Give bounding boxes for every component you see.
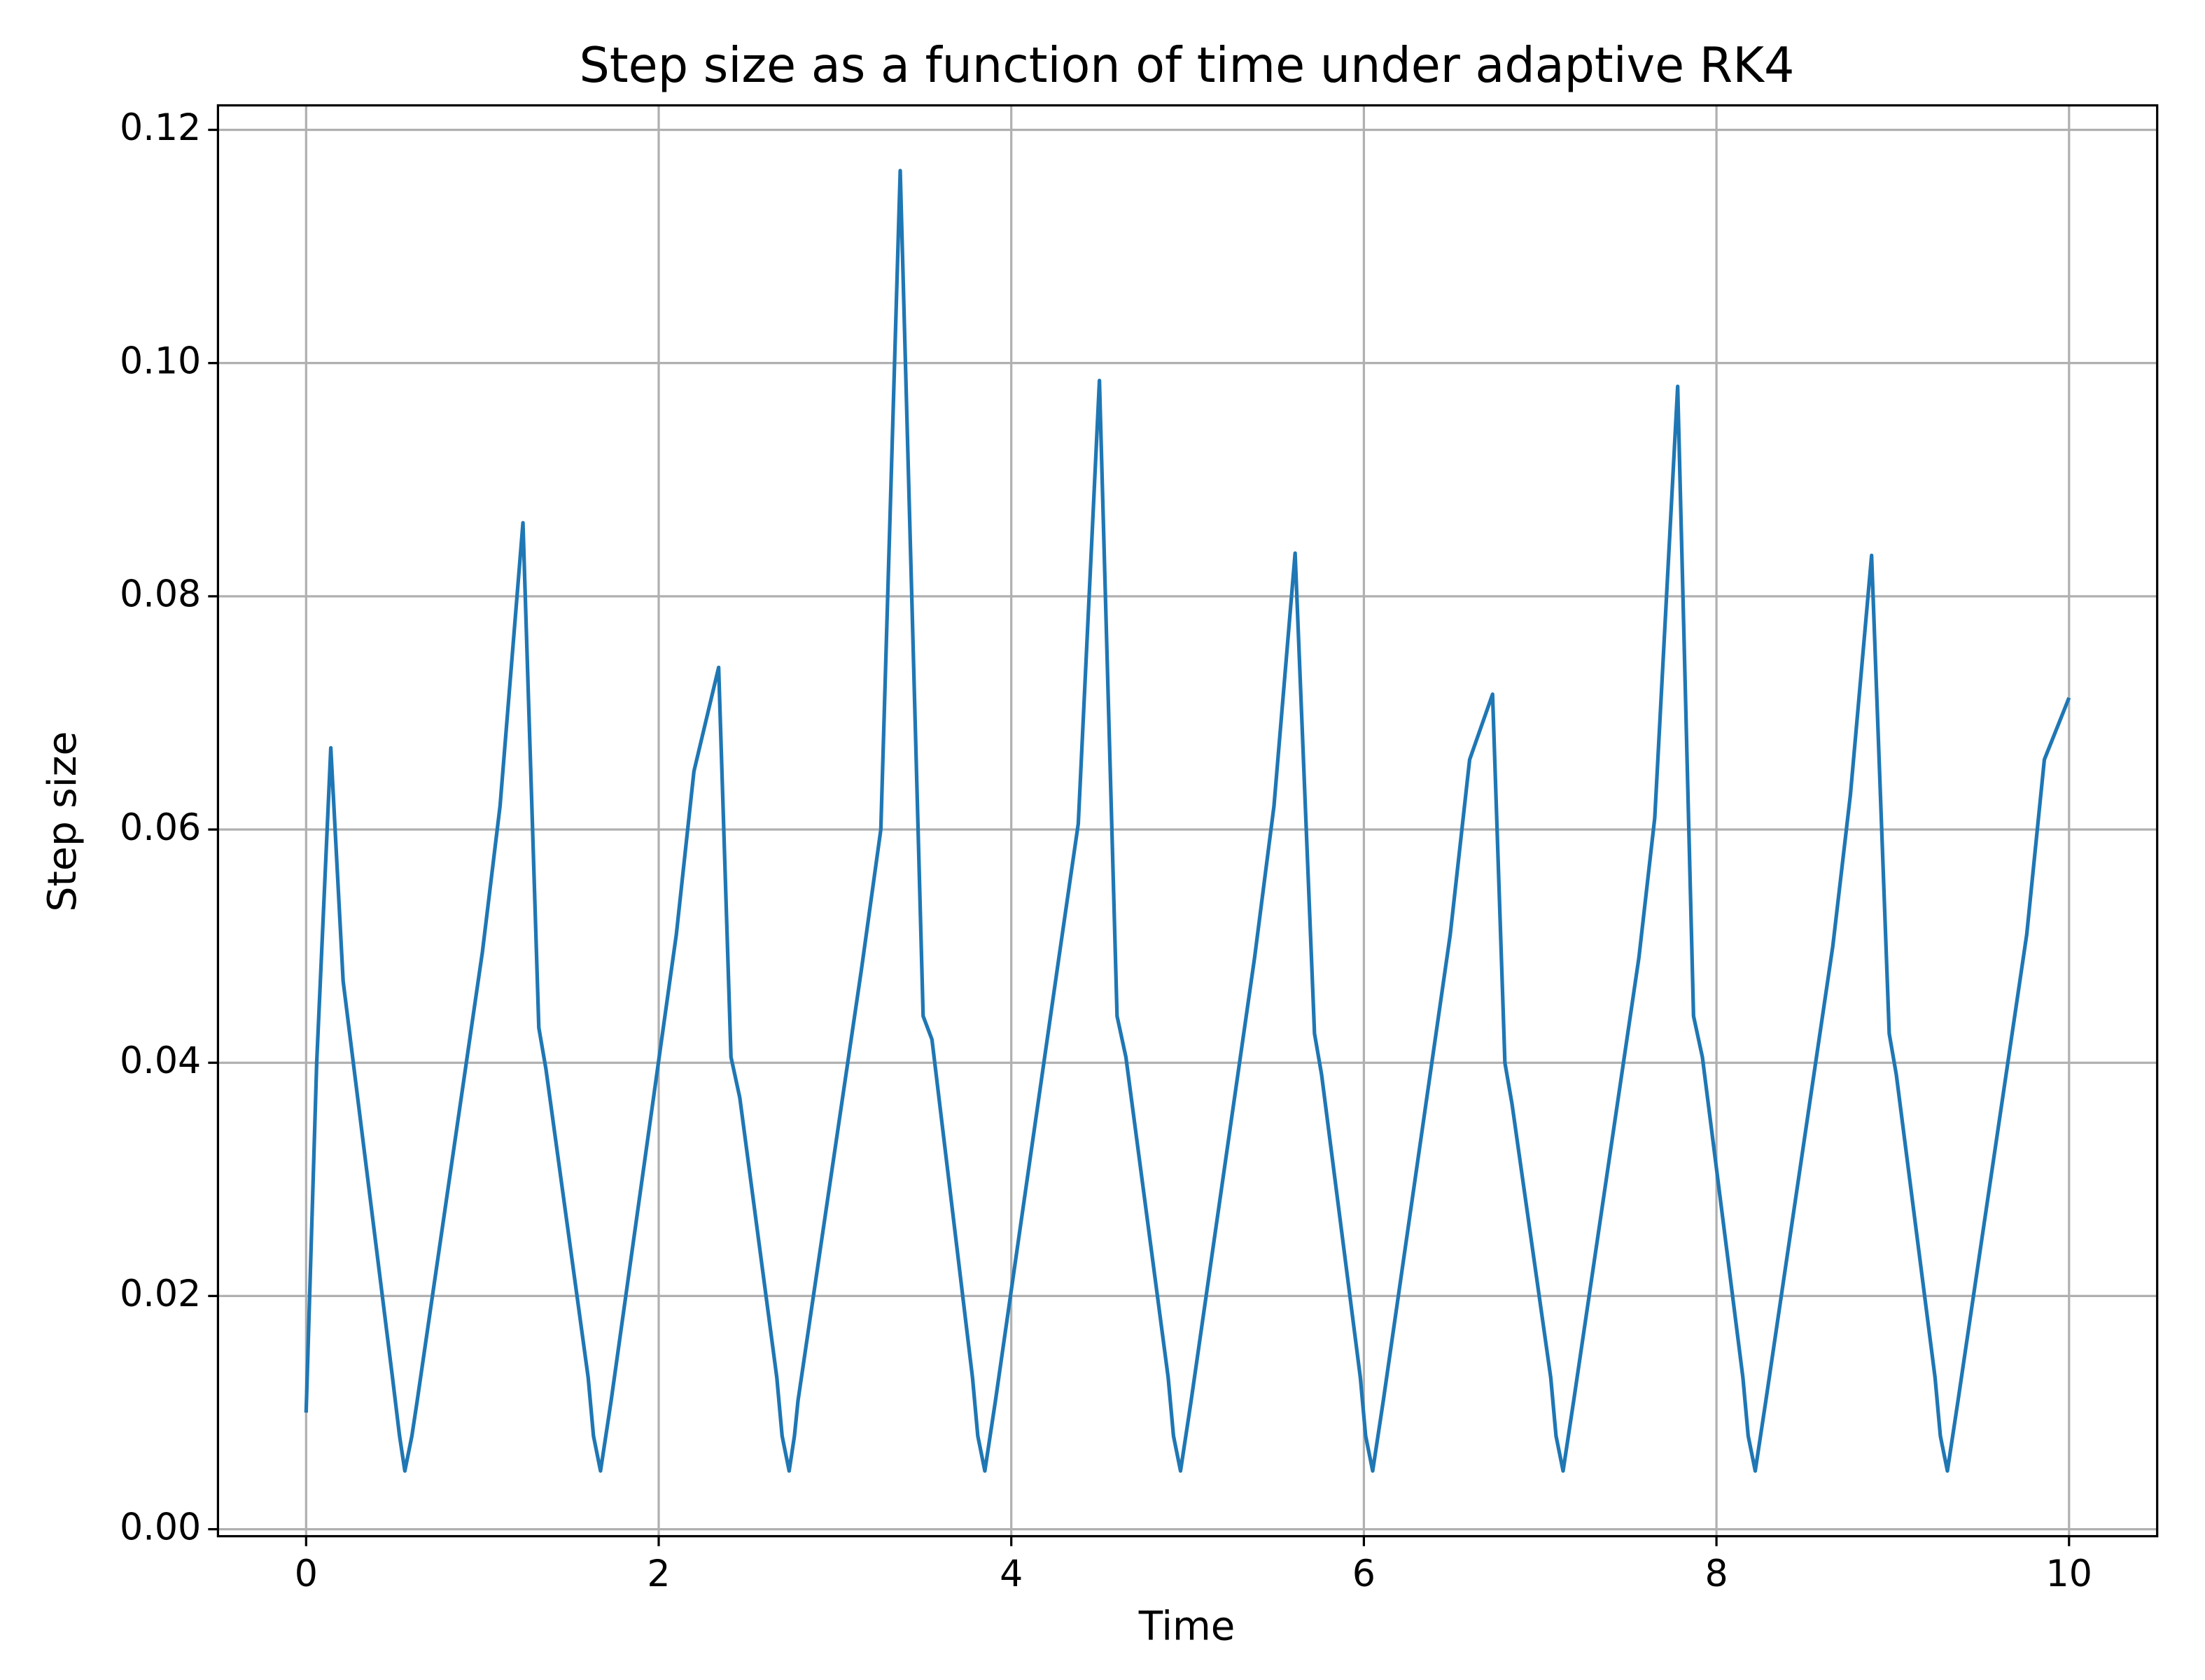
chart-title: Step size as a function of time under ad…	[580, 37, 1795, 94]
plot-frame	[216, 104, 2159, 1538]
y-axis-label: Step size	[39, 731, 85, 911]
x-tick-label: 2	[647, 1553, 670, 1595]
x-axis-label: Time	[1138, 1603, 1236, 1649]
y-tick-label: 0.02	[120, 1273, 201, 1315]
y-tick-label: 0.08	[120, 573, 201, 615]
y-tick-label: 0.00	[120, 1506, 201, 1548]
x-tick-label: 4	[1000, 1553, 1023, 1595]
data-line	[304, 169, 2071, 1473]
x-tick-label: 6	[1352, 1553, 1376, 1595]
y-tick-label: 0.12	[120, 106, 201, 149]
x-tick-label: 8	[1704, 1553, 1728, 1595]
y-tick-label: 0.06	[120, 806, 201, 848]
y-tick-label: 0.10	[120, 340, 201, 382]
x-tick-label: 0	[295, 1553, 318, 1595]
y-tick-label: 0.04	[120, 1040, 201, 1082]
x-tick-label: 10	[2046, 1553, 2092, 1595]
